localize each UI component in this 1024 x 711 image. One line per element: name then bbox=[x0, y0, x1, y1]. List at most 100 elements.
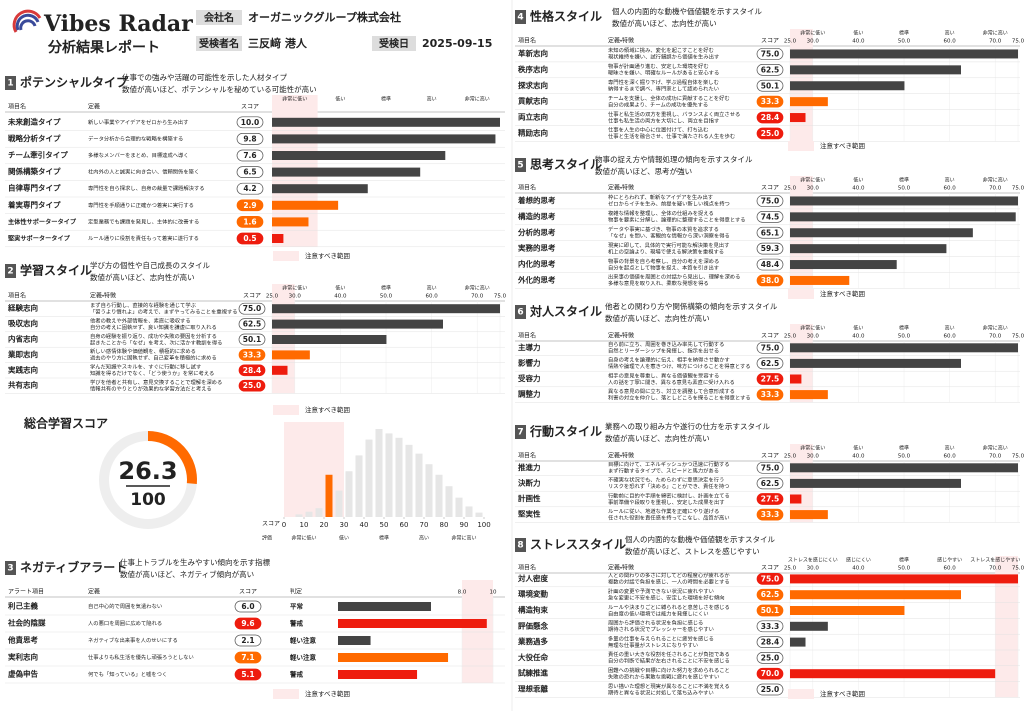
histogram-bar bbox=[465, 506, 473, 517]
scale-label: 高い bbox=[945, 445, 955, 452]
caution-legend: 注意すべき範囲 bbox=[820, 289, 865, 298]
row-label: 推進力 bbox=[517, 462, 541, 472]
row-description: 自然とリーダーシップを発揮し、指示を出せる bbox=[608, 347, 719, 355]
row-description: 新しい感情体験や価値観を、積極的に求める bbox=[90, 347, 196, 355]
scale-label: 標準 bbox=[899, 445, 909, 452]
score-bar bbox=[272, 335, 387, 344]
row-description: 物事を要素に分解し、論理的に整理することを得意とする bbox=[608, 216, 746, 224]
tick-label: 75.0 bbox=[1012, 334, 1024, 340]
row-label: 内化的思考 bbox=[518, 259, 556, 269]
section-description: 数値が高いほど、ストレスを感じやすい bbox=[625, 546, 760, 556]
date-label: 受検日 bbox=[379, 37, 409, 50]
score-badge bbox=[756, 63, 784, 76]
score-bar bbox=[272, 319, 443, 329]
row-label: 評価懸念 bbox=[518, 620, 548, 630]
score-badge bbox=[756, 588, 784, 601]
row-label: 秩序志向 bbox=[518, 64, 548, 74]
score: 38.0 bbox=[761, 276, 780, 285]
tick-label: 60 bbox=[400, 521, 409, 529]
caution-legend: 注意すべき範囲 bbox=[820, 141, 865, 150]
score-badge bbox=[756, 388, 784, 401]
row-description: 複数の対話で負担を感じ、一人の時間を必要とする bbox=[608, 578, 730, 586]
score-badge bbox=[756, 493, 784, 505]
score-bar bbox=[790, 374, 802, 384]
row-label: 堅実サポータータイプ bbox=[8, 235, 71, 243]
column-header: スコア bbox=[761, 333, 779, 340]
scale-label: 高い bbox=[945, 325, 955, 332]
row-label: 革新志向 bbox=[518, 48, 548, 58]
caution-legend: 注意すべき範囲 bbox=[305, 251, 350, 260]
tick-label: 40.0 bbox=[852, 334, 865, 340]
row-label: 探求志向 bbox=[518, 80, 548, 90]
section-number-box bbox=[515, 305, 526, 319]
tick-label: 70.0 bbox=[989, 566, 1002, 572]
scale-label: 低い bbox=[335, 96, 345, 103]
scale-label: 高い bbox=[945, 30, 955, 37]
score-badge bbox=[756, 242, 784, 255]
score-bar bbox=[272, 350, 310, 360]
row-description: ルールや決まりごとに縛られると息苦しさを感じる bbox=[608, 603, 730, 611]
caution-legend-swatch bbox=[788, 689, 814, 699]
column-header: スコア bbox=[761, 565, 779, 572]
score: 75.0 bbox=[761, 343, 780, 352]
scale-label: ストレスを感じにくい bbox=[788, 557, 838, 564]
row-label: 未来創造タイプ bbox=[8, 116, 61, 126]
logo: Vibes Radar bbox=[43, 11, 193, 37]
histogram-bar bbox=[355, 455, 363, 517]
section-description: 数値が高いほど、ポテンシャルを秘めている可能性が高い bbox=[122, 84, 317, 94]
rating: 非常に低い bbox=[291, 535, 316, 542]
row-description: チームを支援し、全体の成功に貢献することを好む bbox=[608, 94, 730, 102]
histogram-bar bbox=[425, 464, 433, 517]
score-bar bbox=[338, 619, 487, 628]
caution-legend: 注意すべき範囲 bbox=[305, 405, 350, 414]
column-header: アラート項目 bbox=[8, 589, 44, 596]
score-bar bbox=[790, 637, 806, 647]
tick-label: 25.0 bbox=[784, 454, 797, 460]
row-label: 吸収志向 bbox=[8, 318, 38, 328]
score: 75.0 bbox=[243, 304, 262, 313]
score: 74.5 bbox=[761, 212, 780, 221]
scale-label: 非常に低い bbox=[800, 325, 825, 332]
row-description: 知識を得るだけでなく、「どう使うか」を常に考える bbox=[90, 369, 214, 377]
tick-label: 60.0 bbox=[425, 294, 438, 300]
tick-label: 75.0 bbox=[1012, 39, 1024, 45]
score: 10.0 bbox=[241, 118, 260, 127]
column-header: 項目名 bbox=[518, 332, 536, 340]
score: 33.3 bbox=[761, 622, 780, 631]
histogram-bar bbox=[295, 514, 303, 517]
score-badge bbox=[756, 211, 784, 223]
tick-label: 70.0 bbox=[989, 186, 1002, 192]
scale-label: 非常に低い bbox=[800, 30, 825, 37]
score-badge bbox=[756, 95, 784, 108]
score-badge bbox=[238, 333, 266, 346]
score: 25.0 bbox=[761, 685, 780, 694]
row-label: 分析的思考 bbox=[517, 227, 556, 237]
score: 50.1 bbox=[761, 606, 780, 615]
histogram-bar bbox=[475, 512, 483, 517]
score-bar bbox=[272, 184, 368, 194]
score-bar bbox=[272, 365, 288, 375]
score-bar bbox=[790, 244, 947, 254]
tick-label: 30.0 bbox=[289, 294, 302, 300]
scale-label: 標準 bbox=[899, 325, 909, 332]
row-description: 目標に向けて、エネルギッシュかつ迅速に行動する bbox=[608, 460, 730, 468]
tick-label: 50.0 bbox=[898, 334, 911, 340]
score: 70.0 bbox=[761, 669, 780, 678]
row-description: 自己中心的で周囲を気遣わない bbox=[88, 602, 162, 610]
score-bar bbox=[790, 81, 905, 91]
row-description: 情報共有のやりとりが効果的な学習方法だと考える bbox=[90, 384, 212, 392]
column-header: 項目名 bbox=[8, 292, 26, 300]
score-badge bbox=[234, 634, 262, 647]
tick-label: 90 bbox=[460, 521, 469, 529]
score-badge bbox=[756, 636, 784, 648]
row-description: 多量の仕事を与えられることに疲労を感じる bbox=[608, 634, 714, 642]
row-label: 内省志向 bbox=[8, 334, 38, 344]
scale-label: 非常に高い bbox=[983, 30, 1008, 37]
score: 9.6 bbox=[241, 619, 254, 628]
tick-label: 70.0 bbox=[471, 294, 484, 300]
row-description: 納得するまで調べ、専門家として認められたい bbox=[608, 85, 719, 93]
row-label: 調整力 bbox=[518, 389, 541, 399]
tick-label: 50.0 bbox=[898, 39, 911, 45]
tick-label: 70.0 bbox=[989, 39, 1002, 45]
row-description: ネガティブな出来事を人のせいにする bbox=[88, 636, 178, 644]
